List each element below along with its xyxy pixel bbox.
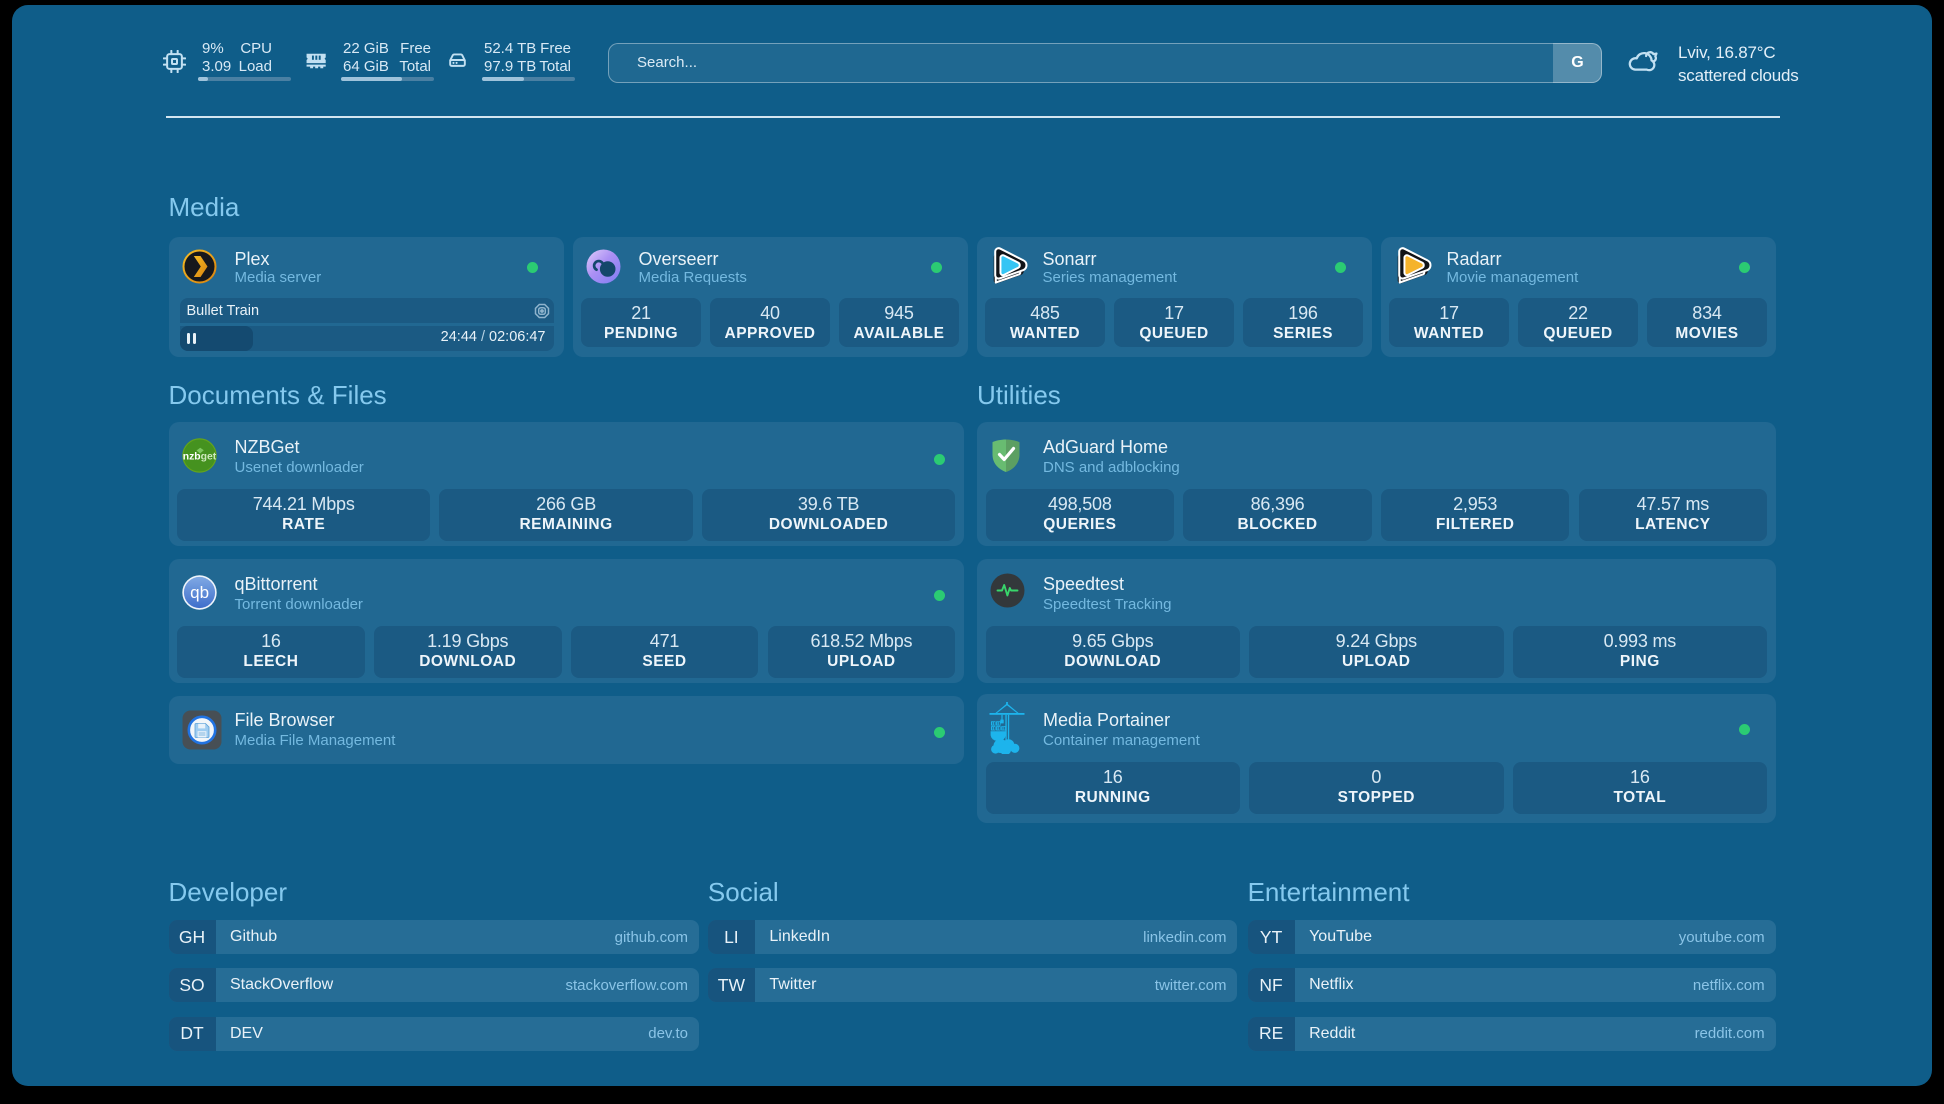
- svg-text:qb: qb: [190, 582, 209, 601]
- svg-text:nzbget: nzbget: [182, 452, 216, 463]
